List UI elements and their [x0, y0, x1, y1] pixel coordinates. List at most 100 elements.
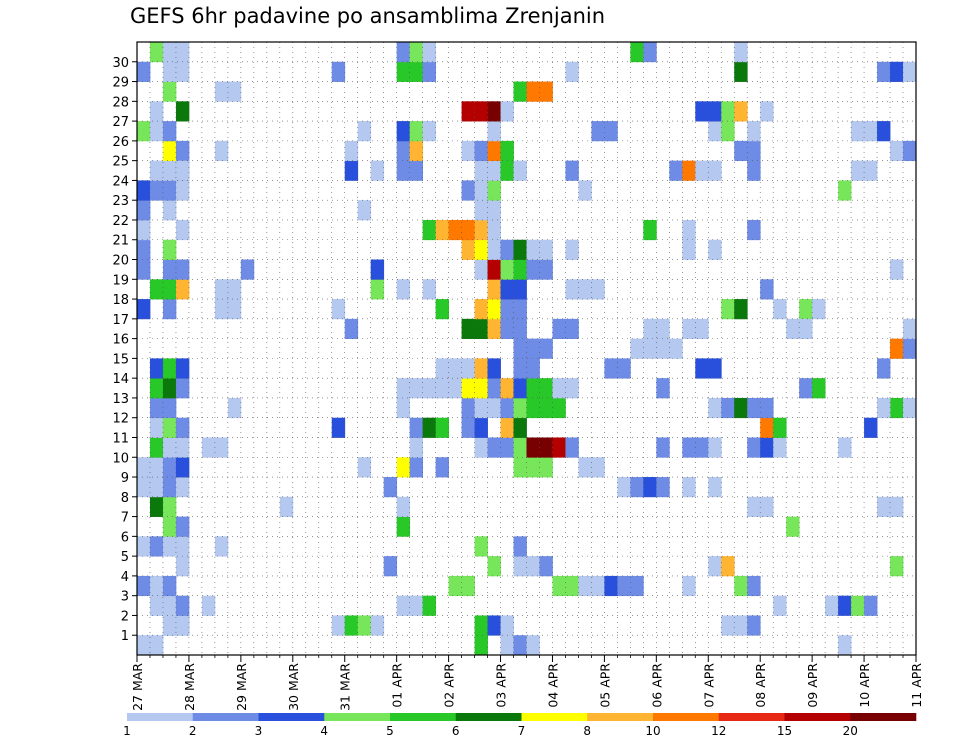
heatmap-cell	[137, 575, 151, 597]
heatmap-cell	[799, 299, 813, 320]
heatmap-cell	[708, 397, 722, 419]
heatmap-cell	[669, 160, 683, 181]
heatmap-cell	[669, 338, 683, 359]
y-tick-label: 17	[112, 313, 129, 328]
heatmap-cell	[137, 299, 151, 320]
heatmap-cell	[487, 180, 501, 201]
heatmap-cell	[760, 397, 774, 419]
heatmap-cell	[175, 595, 190, 616]
y-tick-label: 7	[121, 511, 129, 526]
y-tick-label: 6	[121, 530, 129, 545]
y-tick-label: 2	[121, 609, 129, 624]
chart-title: GEFS 6hr padavine po ansamblima Zrenjani…	[130, 4, 606, 28]
heatmap-cell	[149, 496, 164, 517]
heatmap-cell	[149, 279, 164, 300]
heatmap-cell	[409, 457, 424, 478]
y-tick-label: 25	[112, 155, 129, 170]
y-tick-label: 24	[112, 174, 129, 189]
heatmap-cell	[617, 477, 631, 498]
heatmap-cell	[370, 160, 385, 181]
heatmap-cell	[500, 259, 514, 280]
x-tick-label: 03 APR	[494, 663, 509, 708]
heatmap-cell	[487, 615, 501, 636]
x-tick-label: 10 APR	[857, 663, 872, 708]
heatmap-cell	[357, 457, 372, 478]
heatmap-cell	[734, 575, 748, 597]
heatmap-cell	[474, 615, 488, 636]
heatmap-cell	[539, 397, 553, 419]
heatmap-cell	[513, 81, 527, 102]
heatmap-cell	[487, 101, 501, 122]
y-tick-label: 13	[112, 392, 129, 407]
heatmap-cell	[500, 140, 514, 162]
heatmap-cell	[604, 575, 618, 597]
heatmap-cell	[461, 140, 475, 162]
heatmap-cell	[773, 437, 787, 458]
heatmap-cell	[656, 378, 670, 399]
heatmap-cell	[149, 160, 164, 181]
heatmap-cell	[513, 397, 527, 419]
heatmap-cell	[435, 417, 449, 438]
heatmap-cell	[149, 180, 164, 201]
heatmap-cell	[137, 457, 151, 478]
heatmap-cell	[461, 378, 475, 399]
heatmap-cell	[448, 219, 462, 241]
heatmap-cell	[396, 140, 411, 162]
heatmap-cell	[747, 615, 761, 636]
heatmap-cell	[396, 397, 411, 419]
colorbar-swatch	[258, 713, 325, 721]
heatmap-cell	[838, 437, 852, 458]
heatmap-cell	[877, 496, 891, 517]
y-tick-label: 27	[112, 115, 129, 130]
heatmap-cell	[383, 556, 398, 577]
heatmap-cell	[526, 437, 540, 458]
heatmap-cell	[630, 338, 644, 359]
heatmap-cell	[409, 437, 424, 458]
heatmap-cell	[435, 358, 449, 379]
heatmap-cell	[513, 239, 527, 260]
heatmap-cell	[487, 299, 501, 320]
heatmap-cell	[162, 200, 177, 221]
heatmap-cell	[799, 318, 813, 340]
heatmap-cell	[331, 299, 346, 320]
heatmap-cell	[149, 42, 164, 63]
y-tick-label: 12	[112, 412, 129, 427]
heatmap-cell	[630, 42, 644, 63]
heatmap-cell	[838, 595, 852, 616]
heatmap-cell	[565, 378, 579, 399]
heatmap-cell	[864, 595, 878, 616]
heatmap-cell	[734, 42, 748, 63]
x-tick-label: 04 APR	[545, 663, 560, 708]
colorbar-label: 6	[452, 724, 460, 738]
heatmap-cell	[877, 397, 891, 419]
heatmap-cell	[461, 318, 475, 340]
heatmap-cell	[149, 437, 164, 458]
heatmap-cell	[487, 219, 501, 241]
heatmap-cell	[643, 477, 657, 498]
heatmap-cell	[162, 378, 177, 399]
heatmap-cell	[461, 219, 475, 241]
heatmap-cell	[747, 397, 761, 419]
heatmap-cell	[409, 378, 424, 399]
heatmap-cell	[461, 101, 475, 122]
heatmap-cell	[487, 160, 501, 181]
heatmap-cell	[214, 279, 229, 300]
heatmap-cell	[370, 259, 385, 280]
heatmap-cell	[734, 397, 748, 419]
heatmap-cell	[851, 595, 865, 616]
y-tick-label: 4	[121, 570, 129, 585]
heatmap-cell	[643, 318, 657, 340]
heatmap-cell	[760, 417, 774, 438]
heatmap-cell	[552, 437, 566, 458]
heatmap-cell	[448, 378, 462, 399]
heatmap-cell	[539, 259, 553, 280]
heatmap-cell	[162, 516, 177, 537]
heatmap-cell	[877, 61, 891, 82]
heatmap-cell	[461, 417, 475, 438]
heatmap-cell	[708, 101, 722, 122]
heatmap-cell	[591, 575, 605, 597]
heatmap-cell	[539, 338, 553, 359]
heatmap-cell	[435, 299, 449, 320]
heatmap-cell	[162, 437, 177, 458]
